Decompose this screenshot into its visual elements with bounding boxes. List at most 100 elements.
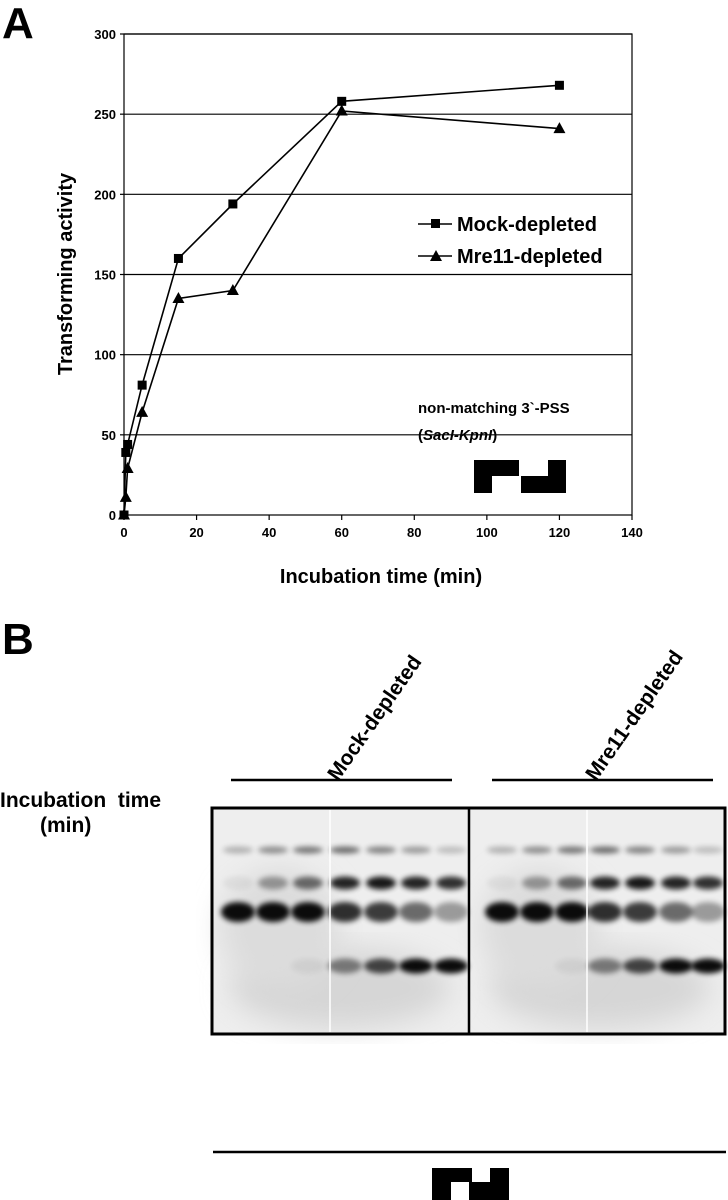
legend-square-marker <box>431 219 440 228</box>
chart-series <box>118 80 566 520</box>
y-tick-label: 100 <box>94 348 116 363</box>
gel-figure: Mock-depleted Mre11-depleted Incubation … <box>0 646 727 1200</box>
gel-band <box>436 846 466 854</box>
gel-band <box>256 902 290 922</box>
substrate-annotation-line2: (SacI-KpnI) <box>418 427 497 444</box>
gel-band <box>399 902 433 922</box>
gel-band <box>487 876 517 890</box>
x-tick-label: 40 <box>262 525 276 540</box>
data-point-triangle <box>121 462 134 474</box>
gel-band <box>487 846 517 854</box>
gel-band <box>401 846 431 854</box>
x-tick-label: 140 <box>621 525 643 540</box>
y-tick-label: 250 <box>94 107 116 122</box>
data-point-triangle <box>335 104 348 116</box>
gel-band <box>364 902 398 922</box>
panel-a-letter: A <box>2 0 34 48</box>
gel-band <box>436 876 466 890</box>
legend-triangle-marker <box>430 250 442 261</box>
data-point-triangle <box>172 292 185 304</box>
y-tick-label: 300 <box>94 27 116 42</box>
substrate-annotation-line1: non-matching 3`-PSS <box>418 400 570 417</box>
x-tick-label: 20 <box>189 525 203 540</box>
gel-band <box>623 902 657 922</box>
data-point-square <box>123 439 133 449</box>
gel-band <box>659 958 693 974</box>
gel-band <box>293 846 323 854</box>
data-point-square <box>554 80 564 90</box>
gel-image <box>210 806 727 1036</box>
line-chart: 0 50 100 150 200 250 300 0 20 40 60 80 100 120 140 Tra… <box>55 27 643 588</box>
gel-band <box>485 902 519 922</box>
dna-end-schematic-icon <box>474 460 566 493</box>
gel-band <box>366 876 396 890</box>
y-tick-label: 50 <box>102 428 116 443</box>
gel-band <box>258 876 288 890</box>
incubation-time-label: Incubation time <box>0 789 161 812</box>
gel-band <box>522 846 552 854</box>
data-point-square <box>173 253 183 263</box>
gel-band <box>364 958 398 974</box>
gel-band <box>693 876 723 890</box>
gel-band <box>399 958 433 974</box>
gel-band <box>328 958 362 974</box>
gel-band <box>330 876 360 890</box>
data-point-square <box>121 447 131 457</box>
gel-band <box>625 876 655 890</box>
data-point-square <box>228 199 238 209</box>
series-mre11-depleted <box>118 104 566 520</box>
x-tick-label: 80 <box>407 525 421 540</box>
gel-band <box>434 958 468 974</box>
gel-band <box>258 846 288 854</box>
plot-frame <box>123 33 633 516</box>
panel-b-letter: B <box>2 615 34 664</box>
gel-band <box>522 876 552 890</box>
data-point-triangle <box>226 284 239 296</box>
gel-band <box>691 902 725 922</box>
data-point-triangle <box>119 490 132 502</box>
data-point-triangle <box>118 508 130 520</box>
chart-legend: Mock-depleted Mre11-depleted <box>418 214 603 268</box>
gel-band <box>366 846 396 854</box>
legend-entry-mre11: Mre11-depleted <box>457 246 603 268</box>
gel-band <box>590 876 620 890</box>
gel-band <box>328 902 362 922</box>
gel-band <box>223 846 253 854</box>
dna-end-schematic-icon-bottom <box>432 1168 509 1200</box>
y-tick-label: 0 <box>109 508 116 523</box>
series-line <box>123 110 560 516</box>
data-point-triangle <box>136 405 149 417</box>
chart-axes <box>120 33 633 520</box>
x-tick-label: 0 <box>120 525 127 540</box>
gel-band <box>401 876 431 890</box>
series-line <box>123 84 560 516</box>
legend-entry-mock: Mock-depleted <box>457 214 597 236</box>
group-label-mock: Mock-depleted <box>323 651 426 785</box>
incubation-time-unit: (min) <box>40 814 91 837</box>
gel-band <box>659 902 693 922</box>
y-tick-label: 150 <box>94 268 116 283</box>
gel-band <box>330 846 360 854</box>
gel-band <box>223 876 253 890</box>
gel-band <box>221 902 255 922</box>
x-tick-label: 100 <box>476 525 498 540</box>
gel-band <box>434 902 468 922</box>
gel-band <box>557 876 587 890</box>
gel-band <box>693 846 723 854</box>
gel-band <box>588 902 622 922</box>
gel-band <box>691 958 725 974</box>
gel-band <box>291 902 325 922</box>
gel-band <box>623 958 657 974</box>
data-point-square <box>337 96 347 106</box>
gel-band <box>661 846 691 854</box>
group-label-mre11: Mre11-depleted <box>581 646 688 784</box>
chart-tick-labels: 0 50 100 150 200 250 300 0 20 40 60 80 100 120 140 <box>94 27 643 540</box>
gel-band <box>661 876 691 890</box>
gel-band <box>293 876 323 890</box>
series-mock-depleted <box>119 80 564 520</box>
x-tick-label: 120 <box>549 525 571 540</box>
gel-band <box>625 846 655 854</box>
gel-band <box>555 958 589 974</box>
data-point-square <box>137 380 147 390</box>
x-axis-label: Incubation time (min) <box>280 566 482 588</box>
